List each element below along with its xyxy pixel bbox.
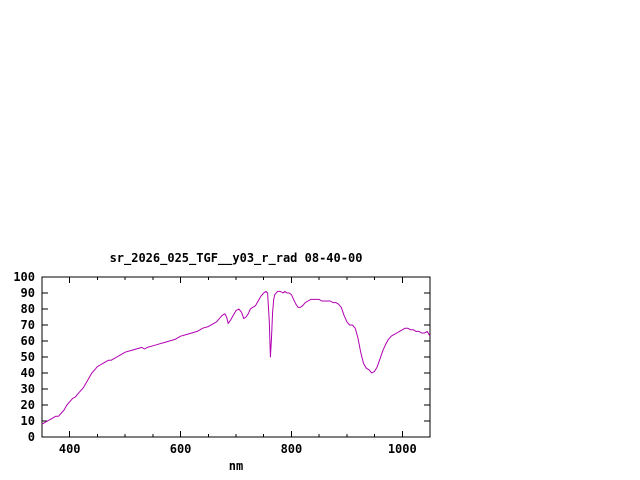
y-tick-label: 50 [21,350,35,364]
y-tick-label: 10 [21,414,35,428]
x-tick-label: 400 [59,442,81,456]
plot-border [41,276,431,438]
x-tick-label: 1000 [388,442,417,456]
chart-title: sr_2026_025_TGF__y03_r_rad 08-40-00 [109,251,363,265]
y-tick-label: 70 [21,318,35,332]
y-tick-label: 80 [21,302,35,316]
x-tick-label: 600 [170,442,192,456]
y-tick-label: 20 [21,398,35,412]
y-tick-label: 0 [28,430,35,444]
spectral-curve [41,290,431,425]
y-tick-label: 90 [21,286,35,300]
x-axis-label: nm [228,459,244,473]
y-tick-label: 60 [21,334,35,348]
x-tick-label: 800 [281,442,303,456]
y-tick-label: 30 [21,382,35,396]
y-tick-label: 40 [21,366,35,380]
y-tick-label: 100 [13,270,35,284]
